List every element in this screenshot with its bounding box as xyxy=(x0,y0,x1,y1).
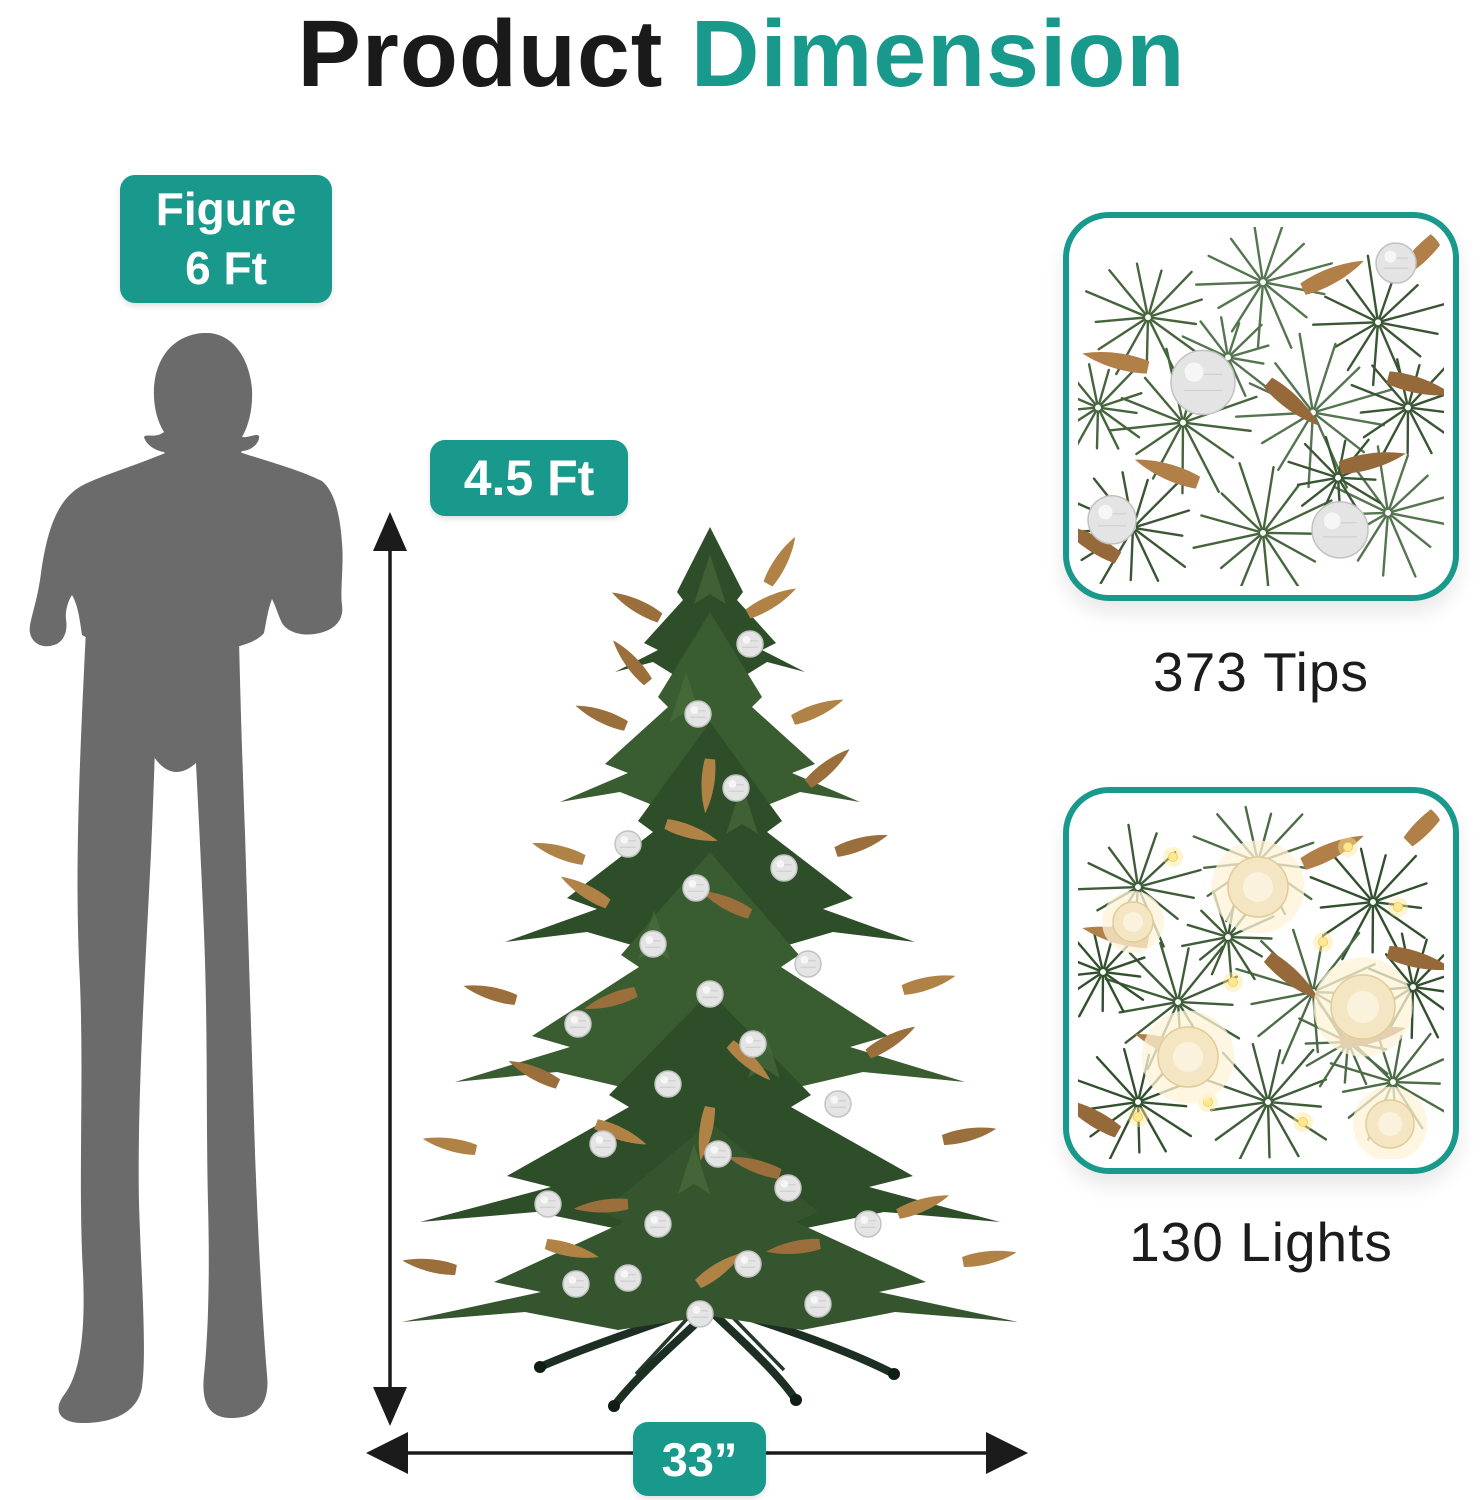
title-product: Product xyxy=(297,1,664,107)
tips-count-label: 373 Tips xyxy=(1063,640,1459,704)
height-arrow xyxy=(373,512,407,1426)
lights-closeup-image xyxy=(1078,802,1444,1159)
lights-count-label: 130 Lights xyxy=(1063,1210,1459,1274)
tips-detail-card xyxy=(1063,212,1459,601)
figure-badge-line1: Figure xyxy=(155,183,297,236)
tips-count-text: 373 Tips xyxy=(1153,641,1369,703)
tips-closeup-image xyxy=(1078,227,1444,586)
tree-width-badge: 33” xyxy=(633,1422,766,1496)
title-dimension: Dimension xyxy=(690,1,1186,107)
christmas-tree-illustration xyxy=(402,527,1018,1412)
tree-width-value: 33” xyxy=(661,1432,738,1486)
figure-height-badge: Figure 6 Ft xyxy=(120,175,332,303)
lights-detail-card xyxy=(1063,787,1459,1174)
figure-badge-line2: 6 Ft xyxy=(185,242,267,294)
tree-height-badge: 4.5 Ft xyxy=(430,440,628,516)
man-silhouette xyxy=(29,333,343,1424)
tree-height-value: 4.5 Ft xyxy=(463,450,595,506)
page-title: Product Dimension xyxy=(0,2,1483,107)
lights-count-text: 130 Lights xyxy=(1129,1211,1393,1273)
